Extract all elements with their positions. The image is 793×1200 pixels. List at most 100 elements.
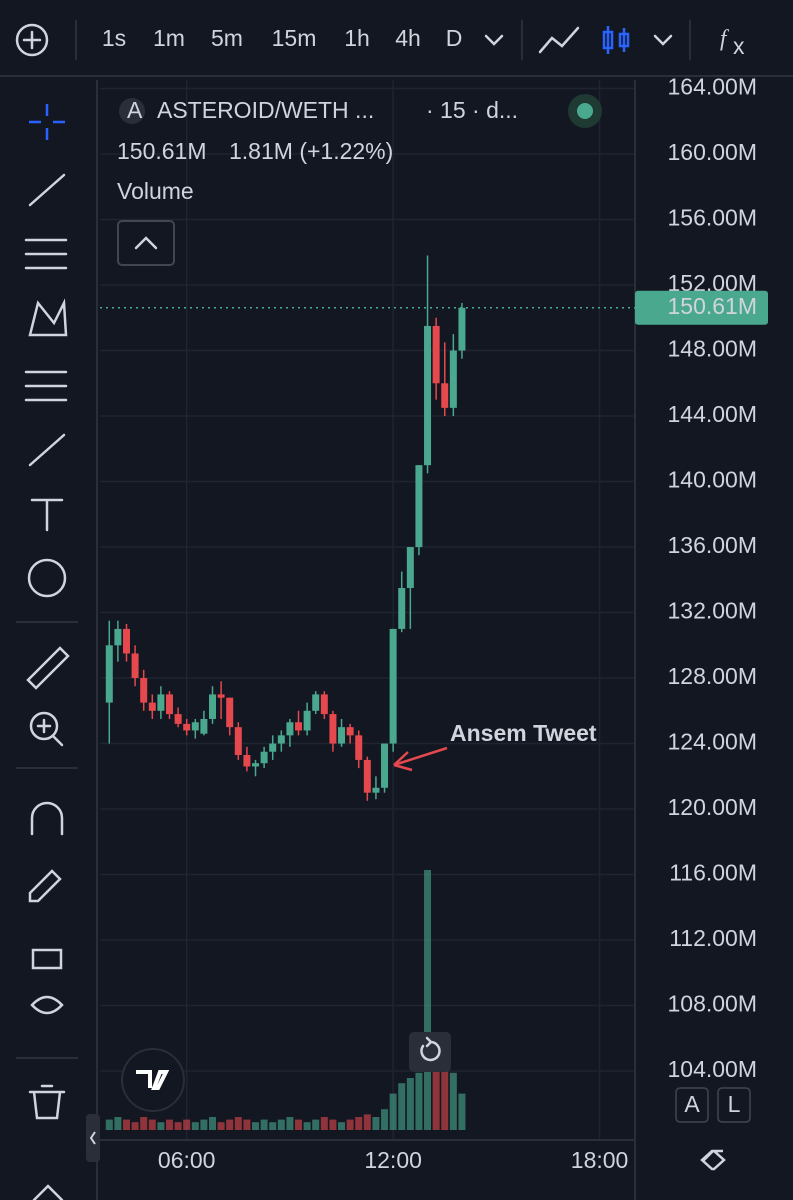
delete-tool[interactable] bbox=[28, 1084, 66, 1120]
volume-bar bbox=[131, 1122, 139, 1130]
interval-button[interactable]: 1s bbox=[102, 25, 126, 51]
volume-bar bbox=[148, 1119, 156, 1130]
y-tick-label: 164.00M bbox=[667, 74, 757, 100]
candle-body bbox=[140, 678, 148, 703]
candle-body bbox=[277, 735, 285, 744]
volume-bar bbox=[114, 1117, 122, 1130]
logo-mark bbox=[136, 1070, 170, 1090]
pattern-tool[interactable] bbox=[28, 298, 68, 337]
collapse-button[interactable] bbox=[117, 220, 175, 266]
candle-body bbox=[338, 727, 346, 744]
volume-bar bbox=[406, 1078, 414, 1130]
magnet-tool[interactable] bbox=[30, 801, 64, 836]
candle-body bbox=[226, 697, 234, 728]
chart-type-dropdown[interactable] bbox=[653, 34, 673, 46]
scale-button-label: L bbox=[728, 1091, 741, 1117]
candle-body bbox=[303, 710, 311, 731]
sidebar-toggle[interactable] bbox=[86, 1114, 100, 1162]
crosshair-tool[interactable] bbox=[29, 104, 65, 140]
volume-bar bbox=[252, 1122, 260, 1130]
prediction-tool[interactable] bbox=[24, 370, 68, 402]
scale-button[interactable] bbox=[675, 1087, 709, 1123]
symbol-icon bbox=[119, 98, 145, 124]
candle-body bbox=[148, 702, 156, 711]
candle-body bbox=[260, 751, 268, 764]
candle-body bbox=[389, 628, 397, 744]
volume-bar bbox=[191, 1122, 199, 1130]
legend-indicator: Volume bbox=[117, 178, 194, 204]
interval-button[interactable]: 5m bbox=[211, 25, 243, 51]
volume-bar bbox=[209, 1117, 217, 1130]
zoom-tool[interactable] bbox=[29, 711, 59, 741]
volume-bar bbox=[295, 1119, 303, 1130]
interval-dropdown[interactable] bbox=[484, 34, 504, 46]
candle-button[interactable] bbox=[602, 26, 630, 54]
volume-bar bbox=[165, 1119, 173, 1130]
candle-body bbox=[131, 653, 139, 679]
add-button[interactable] bbox=[15, 23, 49, 57]
y-tick-label: 112.00M bbox=[669, 925, 757, 951]
interval-group: 1s 1m 5m 15m 1h 4h D bbox=[102, 25, 462, 51]
candle-body bbox=[157, 694, 165, 711]
candle-body bbox=[234, 727, 242, 756]
candle-body bbox=[329, 714, 337, 744]
volume-bar bbox=[105, 1119, 113, 1130]
line-chart-button[interactable] bbox=[538, 26, 580, 54]
last-price-box bbox=[635, 290, 768, 325]
last-price-label: 150.61M bbox=[667, 293, 757, 319]
logo[interactable] bbox=[121, 1048, 185, 1112]
volume-bar bbox=[398, 1083, 406, 1130]
candle-body bbox=[381, 743, 389, 788]
text-tool[interactable] bbox=[30, 498, 64, 532]
visibility-tool[interactable] bbox=[30, 995, 64, 1015]
interval-button[interactable]: 15m bbox=[272, 25, 317, 51]
indicators-button[interactable]: f bbox=[720, 25, 730, 50]
candle-body bbox=[286, 722, 294, 736]
interval-button[interactable]: D bbox=[446, 25, 463, 51]
candle-body bbox=[320, 694, 328, 715]
arrow-tool[interactable] bbox=[28, 433, 66, 467]
interval-button[interactable]: 1h bbox=[344, 25, 370, 51]
candle-body bbox=[243, 755, 251, 767]
volume-bar bbox=[320, 1117, 328, 1130]
ruler-tool[interactable] bbox=[26, 646, 70, 690]
symbol-name[interactable]: ASTEROID/WETH ... bbox=[157, 97, 374, 123]
volume-bar bbox=[346, 1119, 354, 1130]
collapse-icon bbox=[134, 236, 158, 250]
candle-body bbox=[346, 727, 354, 736]
add-icon bbox=[22, 30, 42, 50]
y-tick-label: 148.00M bbox=[667, 336, 757, 362]
candle-body bbox=[183, 723, 191, 731]
y-tick-label: 136.00M bbox=[667, 532, 757, 558]
volume-bar bbox=[424, 870, 432, 1130]
emoji-tool[interactable] bbox=[27, 558, 67, 598]
interval-button[interactable]: 4h bbox=[395, 25, 421, 51]
y-tick-label: 156.00M bbox=[667, 205, 757, 231]
lock-draw-tool[interactable] bbox=[28, 869, 62, 903]
trendline-tool[interactable] bbox=[28, 173, 66, 207]
volume-bar bbox=[174, 1122, 182, 1130]
volume-bar bbox=[338, 1122, 346, 1130]
y-tick-label: 140.00M bbox=[667, 467, 757, 493]
zoom-icon bbox=[36, 718, 64, 747]
scale-button[interactable] bbox=[717, 1087, 751, 1123]
candle-body bbox=[406, 547, 414, 588]
more-tools[interactable] bbox=[32, 1184, 64, 1200]
volume-bar bbox=[243, 1119, 251, 1130]
interval-button[interactable]: 1m bbox=[153, 25, 185, 51]
y-tick-label: 120.00M bbox=[667, 794, 757, 820]
lock-tool[interactable] bbox=[31, 948, 63, 970]
candle-body bbox=[114, 628, 122, 646]
fib-tool[interactable] bbox=[24, 238, 68, 270]
candle-body bbox=[441, 383, 449, 408]
candle-body bbox=[174, 714, 182, 724]
volume-bar bbox=[312, 1119, 320, 1130]
reset-button[interactable] bbox=[409, 1032, 451, 1072]
volume-bar bbox=[226, 1119, 234, 1130]
toggle-icon bbox=[89, 1131, 96, 1145]
settings-button[interactable] bbox=[700, 1149, 726, 1171]
annotation: Ansem Tweet bbox=[450, 720, 597, 746]
y-tick-label: 116.00M bbox=[669, 860, 757, 886]
volume-bar bbox=[234, 1117, 242, 1130]
